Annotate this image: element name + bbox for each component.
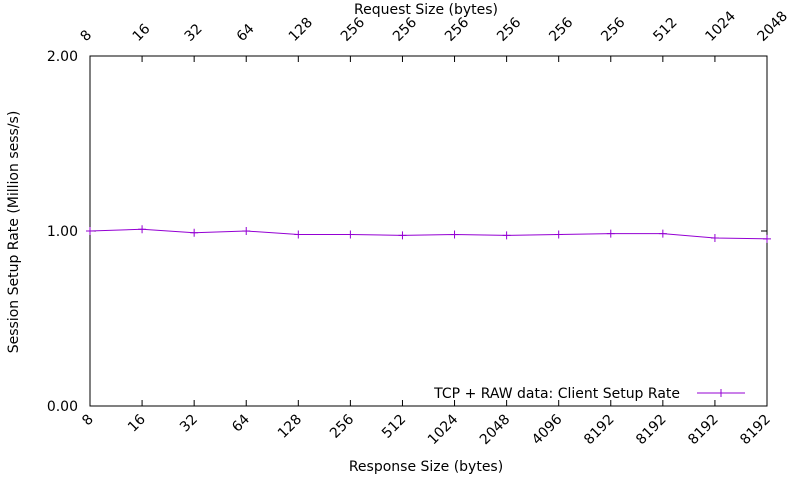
data-point bbox=[502, 231, 511, 240]
data-point bbox=[346, 230, 355, 239]
top-tick-label: 32 bbox=[182, 21, 206, 45]
top-tick-label: 1024 bbox=[702, 8, 739, 45]
top-tick-label: 256 bbox=[338, 15, 368, 45]
y-axis-title: Session Setup Rate (Million sess/s) bbox=[6, 111, 22, 354]
top-tick-label: 2048 bbox=[755, 8, 792, 45]
data-point bbox=[398, 231, 407, 240]
x-tick-label: 512 bbox=[379, 412, 409, 442]
x-tick-label: 8192 bbox=[633, 412, 670, 449]
x-axis-title-text: Response Size (bytes) bbox=[349, 459, 503, 475]
top-tick-label: 256 bbox=[442, 15, 472, 45]
x-tick-label: 128 bbox=[275, 412, 305, 442]
x-tick-label: 32 bbox=[177, 412, 201, 436]
plot-area-border bbox=[89, 55, 768, 407]
x-tick-label: 8192 bbox=[685, 412, 722, 449]
y-tick-label: 2.00 bbox=[47, 49, 78, 65]
data-point bbox=[242, 227, 251, 235]
legend-marker bbox=[717, 389, 725, 397]
top-tick-label: 256 bbox=[494, 15, 524, 45]
x-tick-label: 1024 bbox=[425, 411, 462, 448]
series-layer bbox=[86, 225, 771, 243]
legend-label: TCP + RAW data: Client Setup Rate bbox=[433, 386, 680, 402]
top-axis-title: Request Size (bytes) bbox=[354, 2, 498, 18]
y-axis: 0.00 1.00 2.00 bbox=[47, 49, 767, 415]
data-point bbox=[554, 230, 563, 239]
data-point bbox=[606, 229, 615, 238]
data-point bbox=[138, 225, 147, 234]
top-tick-label: 128 bbox=[286, 15, 316, 45]
top-axis-title-text: Request Size (bytes) bbox=[354, 2, 498, 18]
top-tick-label: 256 bbox=[390, 15, 420, 45]
y-tick-label: 1.00 bbox=[47, 224, 78, 240]
top-tick-label: 256 bbox=[546, 15, 576, 45]
data-point bbox=[86, 227, 94, 235]
top-tick-label: 256 bbox=[598, 15, 628, 45]
y-tick-label: 0.00 bbox=[47, 399, 78, 415]
y-axis-title-text: Session Setup Rate (Million sess/s) bbox=[6, 111, 22, 354]
data-point bbox=[658, 229, 667, 238]
x-axis-title: Response Size (bytes) bbox=[349, 459, 503, 475]
x-tick-label: 8192 bbox=[581, 412, 618, 449]
x-tick-label: 8192 bbox=[737, 412, 774, 449]
x-tick-label: 2048 bbox=[477, 412, 514, 449]
series-line bbox=[89, 228, 768, 240]
legend: TCP + RAW data: Client Setup Rate bbox=[433, 386, 745, 402]
x-tick-label: 4096 bbox=[529, 411, 566, 448]
data-point bbox=[450, 230, 459, 239]
data-point bbox=[710, 234, 719, 242]
data-point bbox=[190, 228, 199, 237]
data-point bbox=[763, 234, 771, 243]
x-tick-label: 8 bbox=[79, 412, 97, 430]
x-axis: 8 16 32 64 128 256 512 1024 2048 4096 8192 8192 8192… bbox=[79, 400, 774, 448]
x-tick-label: 256 bbox=[327, 411, 357, 441]
top-tick-label: 64 bbox=[234, 21, 258, 45]
data-point bbox=[294, 230, 303, 239]
x-tick-label: 64 bbox=[229, 411, 253, 435]
top-tick-label: 8 bbox=[78, 27, 96, 45]
x-tick-label: 16 bbox=[125, 411, 149, 435]
top-tick-label: 16 bbox=[130, 21, 154, 45]
top-tick-label: 512 bbox=[650, 15, 680, 45]
